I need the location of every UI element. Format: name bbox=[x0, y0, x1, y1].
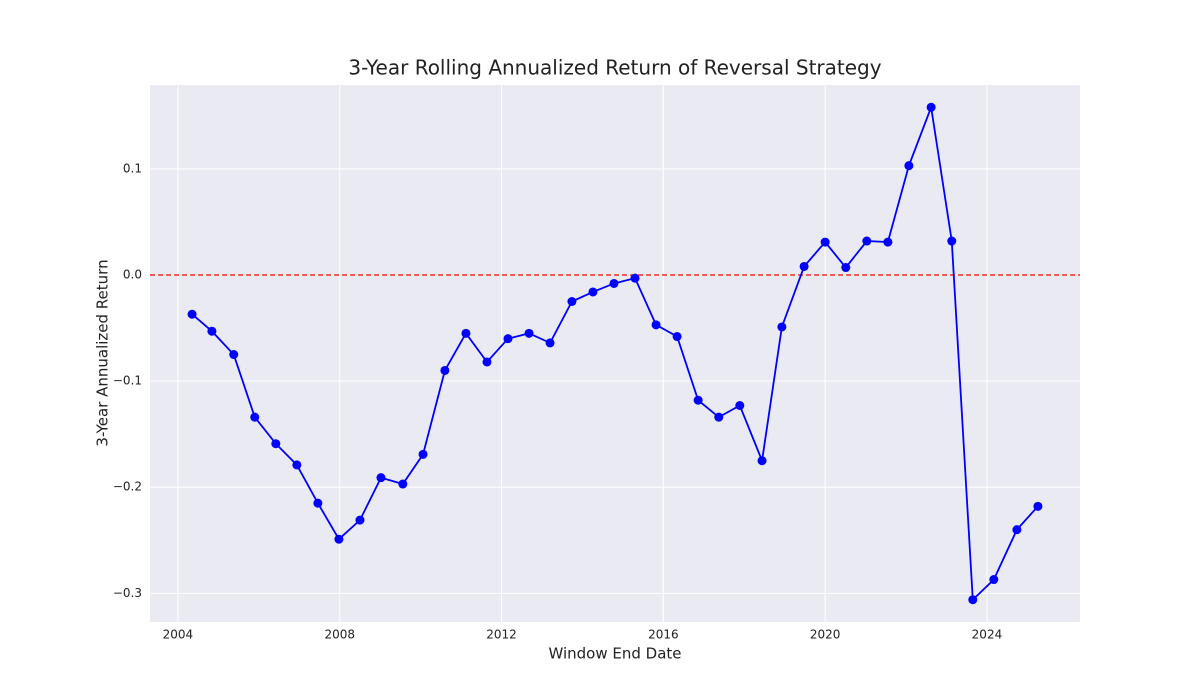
x-tick-label: 2004 bbox=[163, 628, 194, 642]
data-point bbox=[757, 456, 767, 466]
data-point bbox=[968, 595, 978, 605]
data-point bbox=[376, 473, 386, 483]
data-point bbox=[1033, 501, 1043, 511]
data-point bbox=[545, 338, 555, 348]
y-tick-label: −0.3 bbox=[113, 586, 142, 600]
data-point bbox=[693, 395, 703, 405]
y-tick-label: −0.2 bbox=[113, 480, 142, 494]
data-point bbox=[820, 237, 830, 247]
data-point bbox=[904, 161, 914, 171]
data-point bbox=[440, 365, 450, 375]
data-point bbox=[503, 334, 513, 344]
data-point bbox=[567, 296, 577, 306]
data-point bbox=[989, 575, 999, 585]
data-point bbox=[355, 515, 365, 525]
data-point bbox=[461, 328, 471, 338]
data-point bbox=[207, 326, 217, 336]
data-point bbox=[926, 102, 936, 112]
data-point bbox=[1012, 525, 1022, 535]
data-point bbox=[334, 534, 344, 544]
y-axis-label: 3-Year Annualized Return bbox=[94, 259, 112, 446]
y-tick-label: 0.1 bbox=[123, 161, 142, 175]
data-point bbox=[799, 261, 809, 271]
x-tick-label: 2020 bbox=[810, 628, 841, 642]
data-point bbox=[187, 309, 197, 319]
data-point bbox=[735, 401, 745, 411]
y-tick-label: 0.0 bbox=[123, 267, 142, 281]
data-point bbox=[651, 320, 661, 330]
data-point bbox=[524, 328, 534, 338]
data-point bbox=[313, 498, 323, 508]
x-tick-label: 2024 bbox=[972, 628, 1003, 642]
data-point bbox=[482, 357, 492, 367]
data-point bbox=[947, 236, 957, 246]
data-point bbox=[229, 350, 239, 360]
data-point bbox=[883, 237, 893, 247]
data-point bbox=[271, 439, 281, 449]
plot-area bbox=[150, 85, 1080, 622]
data-point bbox=[672, 332, 682, 342]
data-point bbox=[292, 460, 302, 470]
x-tick-label: 2012 bbox=[486, 628, 517, 642]
x-tick-label: 2016 bbox=[648, 628, 679, 642]
data-point bbox=[630, 273, 640, 283]
chart-title: 3-Year Rolling Annualized Return of Reve… bbox=[348, 56, 881, 80]
data-point bbox=[841, 263, 851, 273]
data-point bbox=[862, 236, 872, 246]
data-point bbox=[418, 449, 428, 459]
data-point bbox=[398, 479, 408, 489]
data-point bbox=[777, 322, 787, 332]
data-point bbox=[588, 287, 598, 297]
data-point bbox=[250, 412, 260, 422]
y-tick-label: −0.1 bbox=[113, 374, 142, 388]
x-axis-label: Window End Date bbox=[548, 645, 681, 663]
data-point bbox=[714, 412, 724, 422]
x-tick-label: 2008 bbox=[324, 628, 355, 642]
data-point bbox=[609, 278, 619, 288]
